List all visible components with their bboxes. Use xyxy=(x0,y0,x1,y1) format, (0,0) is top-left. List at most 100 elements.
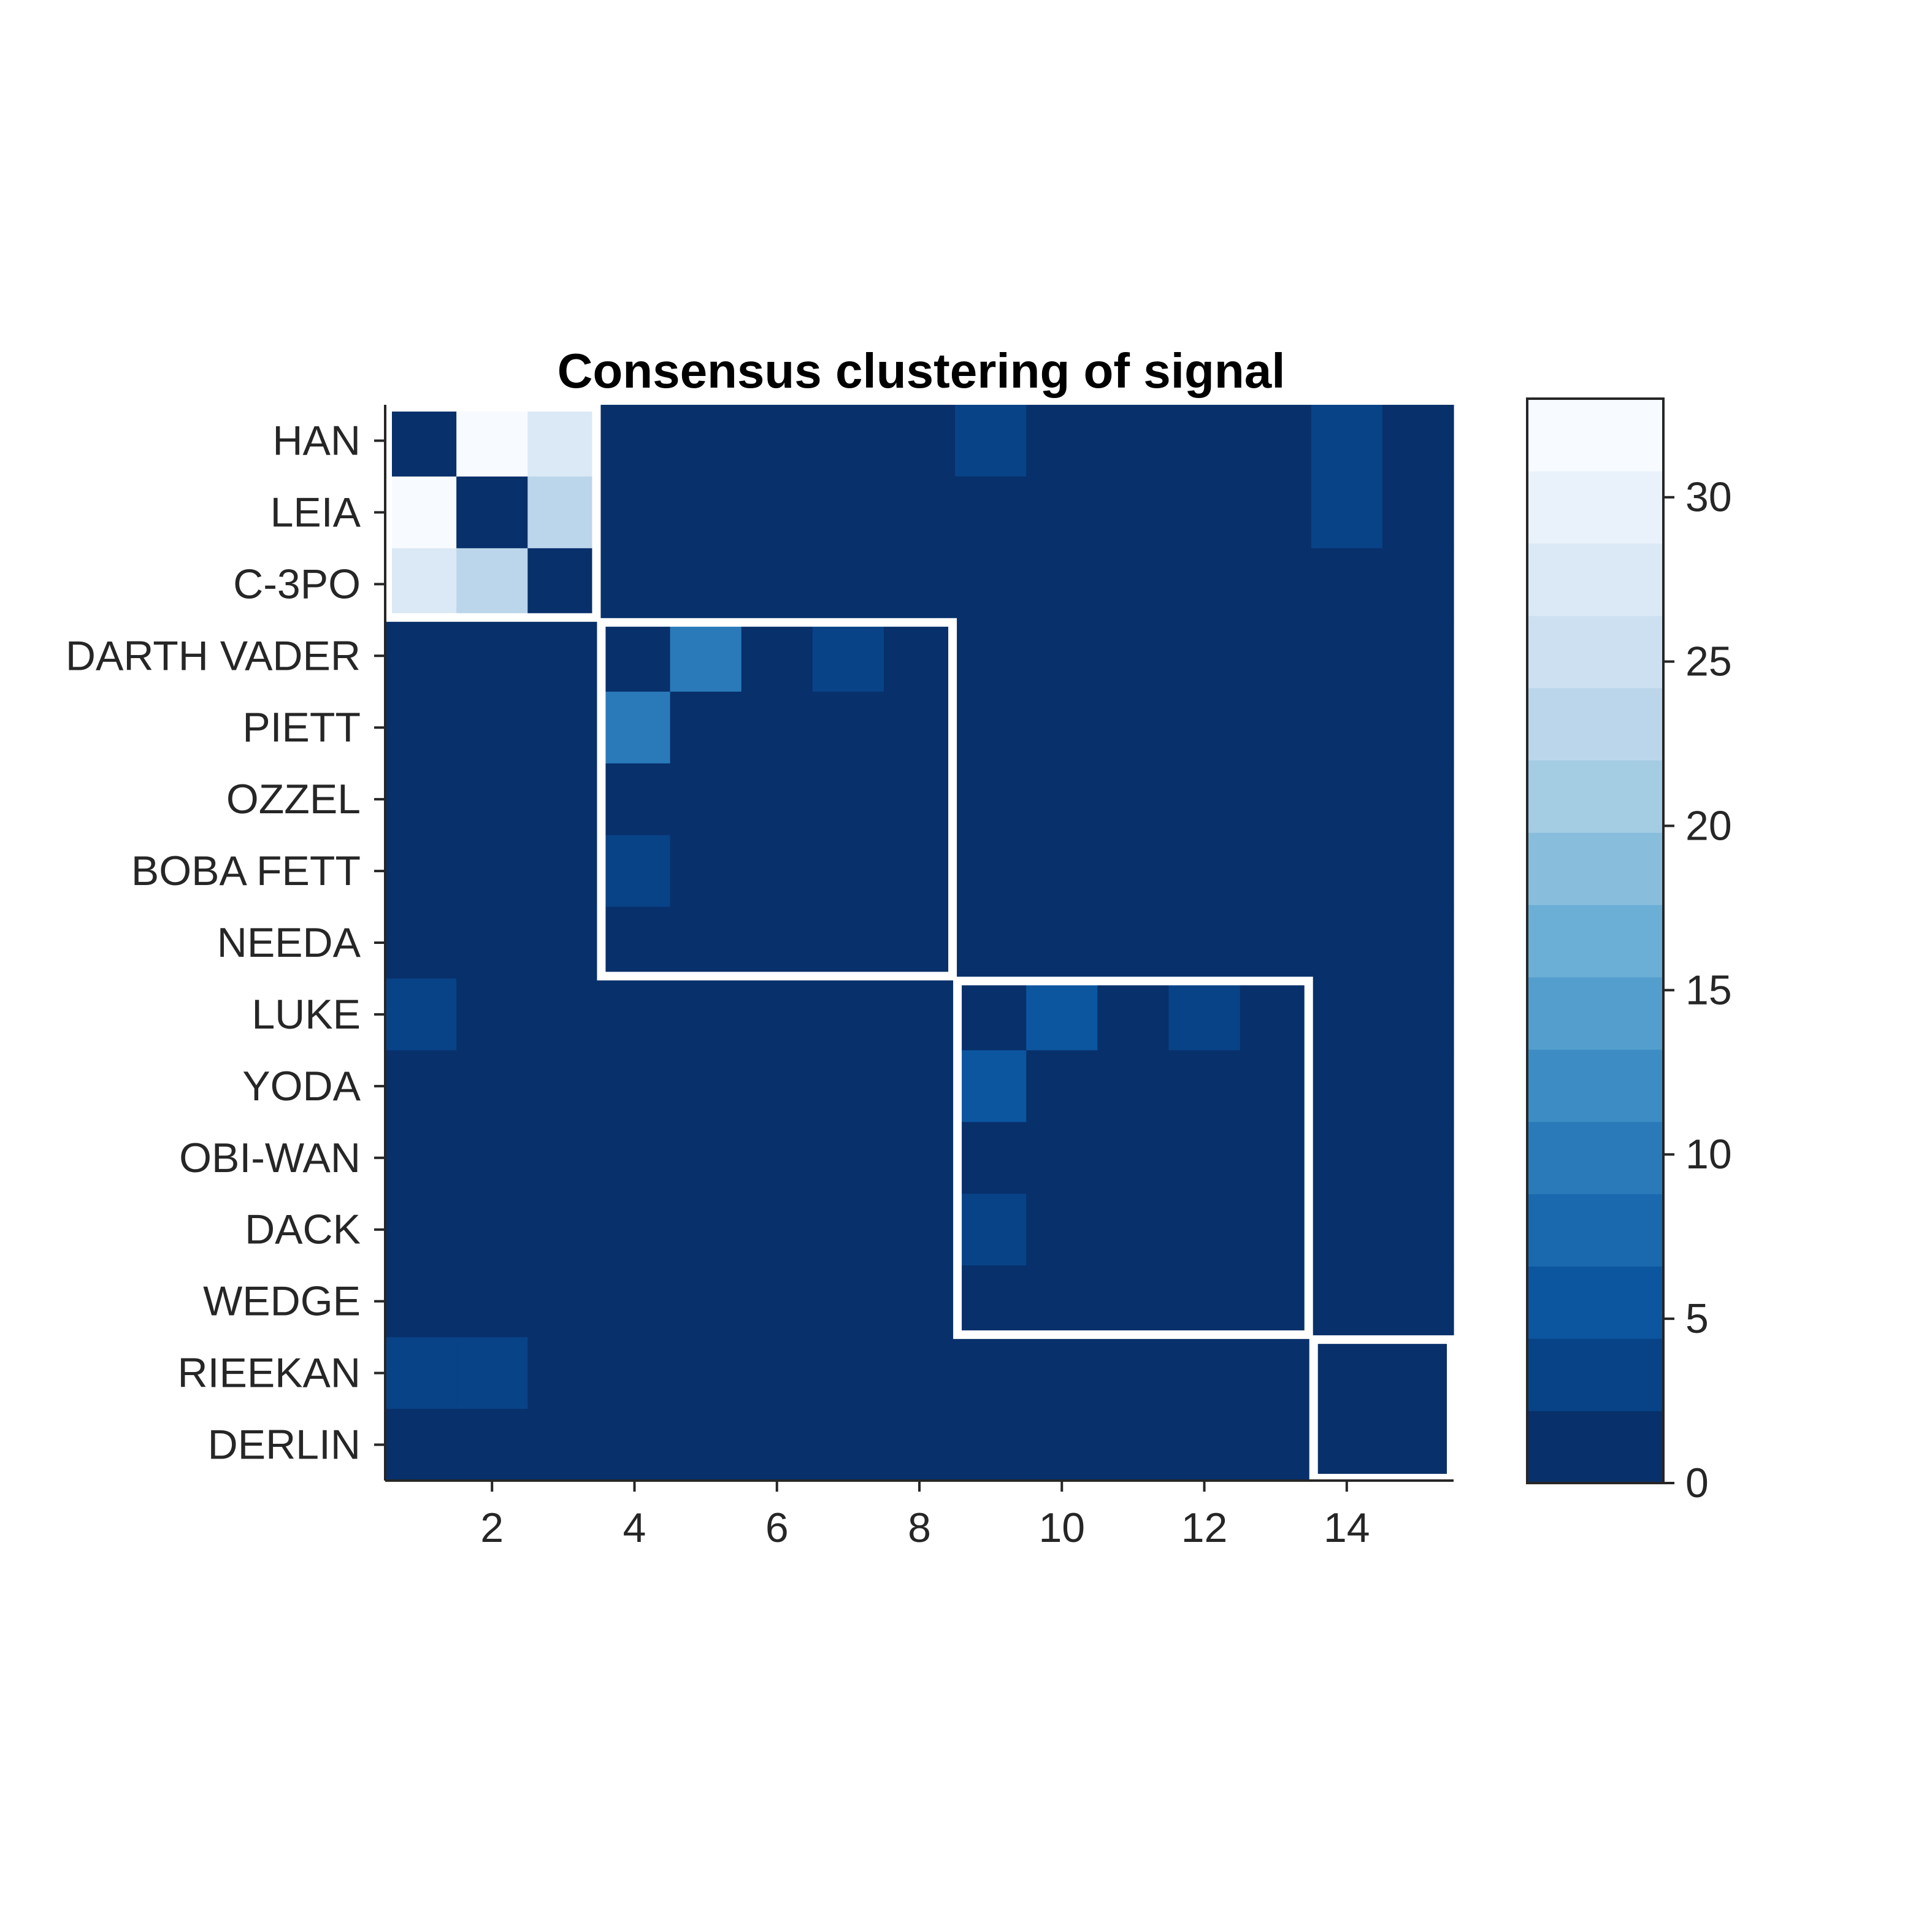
heatmap-cell xyxy=(385,978,457,1051)
heatmap-cell xyxy=(599,907,671,979)
x-tick-label: 14 xyxy=(1324,1505,1370,1551)
heatmap-cell xyxy=(1026,907,1098,979)
heatmap-cell xyxy=(1382,763,1454,836)
colorbar-segment xyxy=(1527,832,1663,905)
heatmap-cell xyxy=(1311,1122,1383,1194)
heatmap-cell xyxy=(1097,1337,1170,1409)
heatmap-cell xyxy=(1168,1265,1241,1338)
y-tick-label: BOBA FETT xyxy=(131,848,361,894)
heatmap-cell xyxy=(527,619,599,692)
heatmap-cell xyxy=(812,1409,884,1481)
heatmap-cell xyxy=(955,1265,1027,1338)
heatmap-cell xyxy=(883,1122,956,1194)
heatmap-cell xyxy=(670,405,742,477)
heatmap-cell xyxy=(1382,1050,1454,1122)
heatmap-cell xyxy=(955,405,1027,477)
heatmap-cell xyxy=(955,835,1027,908)
heatmap-cell xyxy=(883,763,956,836)
heatmap-cell xyxy=(1026,1337,1098,1409)
heatmap-cell xyxy=(1097,405,1170,477)
heatmap-cell xyxy=(670,1337,742,1409)
colorbar-segment xyxy=(1527,760,1663,833)
heatmap-cell xyxy=(599,405,671,477)
heatmap-cell xyxy=(883,978,956,1051)
x-tick-label: 2 xyxy=(480,1505,504,1551)
heatmap-cell xyxy=(527,907,599,979)
heatmap-cell xyxy=(1382,691,1454,764)
heatmap-cell xyxy=(385,405,457,477)
heatmap-cells xyxy=(385,405,1454,1481)
x-tick-label: 12 xyxy=(1181,1505,1228,1551)
heatmap-cell xyxy=(1026,1050,1098,1122)
heatmap-cell xyxy=(812,1050,884,1122)
heatmap-cell xyxy=(527,405,599,477)
x-tick-label: 10 xyxy=(1038,1505,1085,1551)
heatmap-cell xyxy=(599,1194,671,1266)
heatmap-cell xyxy=(599,763,671,836)
heatmap-cell xyxy=(1026,1265,1098,1338)
heatmap-cell xyxy=(1311,405,1383,477)
heatmap-cell xyxy=(883,835,956,908)
heatmap-cell xyxy=(1168,907,1241,979)
colorbar-segment xyxy=(1527,1411,1663,1484)
heatmap-cell xyxy=(1026,548,1098,621)
heatmap-cell xyxy=(955,691,1027,764)
heatmap-cell xyxy=(527,1122,599,1194)
heatmap-cell xyxy=(955,1122,1027,1194)
heatmap-cell xyxy=(741,619,813,692)
heatmap-cell xyxy=(527,1194,599,1266)
heatmap-cell xyxy=(741,548,813,621)
heatmap-cell xyxy=(883,907,956,979)
heatmap-cell xyxy=(1168,763,1241,836)
heatmap-cell xyxy=(1097,835,1170,908)
colorbar-segment xyxy=(1527,1338,1663,1411)
cluster-outline xyxy=(383,403,601,622)
heatmap-cell xyxy=(812,405,884,477)
heatmap-cell xyxy=(741,763,813,836)
heatmap-cell xyxy=(527,1337,599,1409)
heatmap-cell xyxy=(1240,619,1312,692)
colorbar-tick-label: 10 xyxy=(1685,1131,1732,1178)
heatmap-cell xyxy=(812,978,884,1051)
heatmap-cell xyxy=(1311,1050,1383,1122)
heatmap-cell xyxy=(670,619,742,692)
heatmap-cell xyxy=(1240,835,1312,908)
heatmap-cell xyxy=(812,476,884,549)
colorbar-segment xyxy=(1527,905,1663,978)
cluster-outlines xyxy=(383,403,1456,1482)
heatmap-cell xyxy=(385,835,457,908)
heatmap-cell xyxy=(456,907,528,979)
heatmap-cell xyxy=(1382,548,1454,621)
heatmap-cell xyxy=(670,1265,742,1338)
heatmap-cell xyxy=(1240,1050,1312,1122)
heatmap-cell xyxy=(812,548,884,621)
heatmap-cell xyxy=(883,1050,956,1122)
heatmap-cell xyxy=(527,978,599,1051)
heatmap-cell xyxy=(741,835,813,908)
heatmap-cell xyxy=(527,835,599,908)
y-tick-label: DARTH VADER xyxy=(66,632,361,679)
heatmap-cell xyxy=(1026,1194,1098,1266)
colorbar-tick-label: 20 xyxy=(1685,802,1732,849)
x-tick-label: 6 xyxy=(765,1505,789,1551)
colorbar-tick-label: 5 xyxy=(1685,1295,1709,1342)
heatmap-cell xyxy=(955,1050,1027,1122)
heatmap-cell xyxy=(456,1265,528,1338)
heatmap-cell xyxy=(1097,1194,1170,1266)
heatmap-cell xyxy=(385,476,457,549)
heatmap-cell xyxy=(1026,1122,1098,1194)
heatmap-cell xyxy=(812,763,884,836)
heatmap-cell xyxy=(741,691,813,764)
heatmap-cell xyxy=(955,619,1027,692)
heatmap-cell xyxy=(456,548,528,621)
colorbar-segment xyxy=(1527,543,1663,616)
heatmap-cell xyxy=(670,835,742,908)
colorbar-tick-label: 0 xyxy=(1685,1460,1709,1506)
heatmap-cell xyxy=(1311,476,1383,549)
heatmap-cell xyxy=(670,691,742,764)
heatmap-cell xyxy=(1311,978,1383,1051)
heatmap-cell xyxy=(599,1122,671,1194)
colorbar-frame xyxy=(1526,397,1665,1484)
colorbar: 0 5 10 15 20 25 30 xyxy=(1526,397,1732,1506)
